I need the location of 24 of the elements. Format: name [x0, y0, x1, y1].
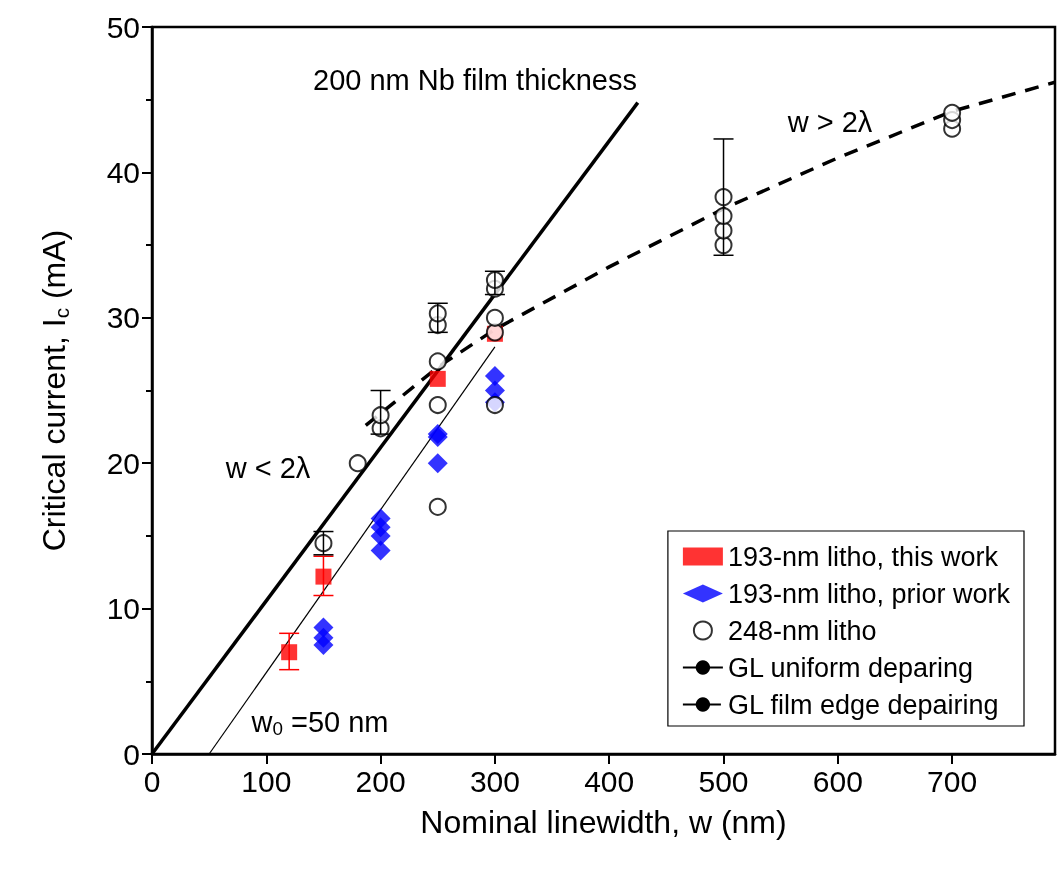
x-tick-label: 200: [355, 764, 406, 798]
annotation: 200 nm Nb film thickness: [313, 64, 637, 96]
x-tick-label: 400: [584, 764, 635, 798]
y-tick-label: 50: [106, 10, 140, 44]
x-tick-label: 600: [812, 764, 863, 798]
y-tick-label: 20: [106, 446, 140, 480]
y-tick-label: 30: [106, 301, 140, 335]
legend-label: GL uniform deparing: [727, 652, 974, 683]
x-tick-label: 300: [469, 764, 520, 798]
legend-label: 193-nm litho, this work: [727, 541, 999, 572]
legend-label: 248-nm litho: [727, 615, 877, 646]
y-tick-label: 10: [106, 592, 140, 626]
legend-label: 193-nm litho, prior work: [727, 578, 1011, 609]
x-tick-label: 500: [698, 764, 749, 798]
x-tick-label: 100: [241, 764, 292, 798]
y-tick-label: 40: [106, 155, 140, 189]
x-tick-label: 0: [143, 764, 161, 798]
y-tick-label: 0: [123, 737, 140, 771]
x-tick-label: 700: [927, 764, 978, 798]
annotation: w < 2λ: [224, 452, 311, 484]
y-axis-title: Critical current, Ic (mA): [36, 229, 73, 552]
annotation: w > 2λ: [786, 106, 873, 138]
x-axis-title: Nominal linewidth, w (nm): [420, 804, 787, 840]
legend-label: GL film edge depairing: [727, 689, 999, 720]
